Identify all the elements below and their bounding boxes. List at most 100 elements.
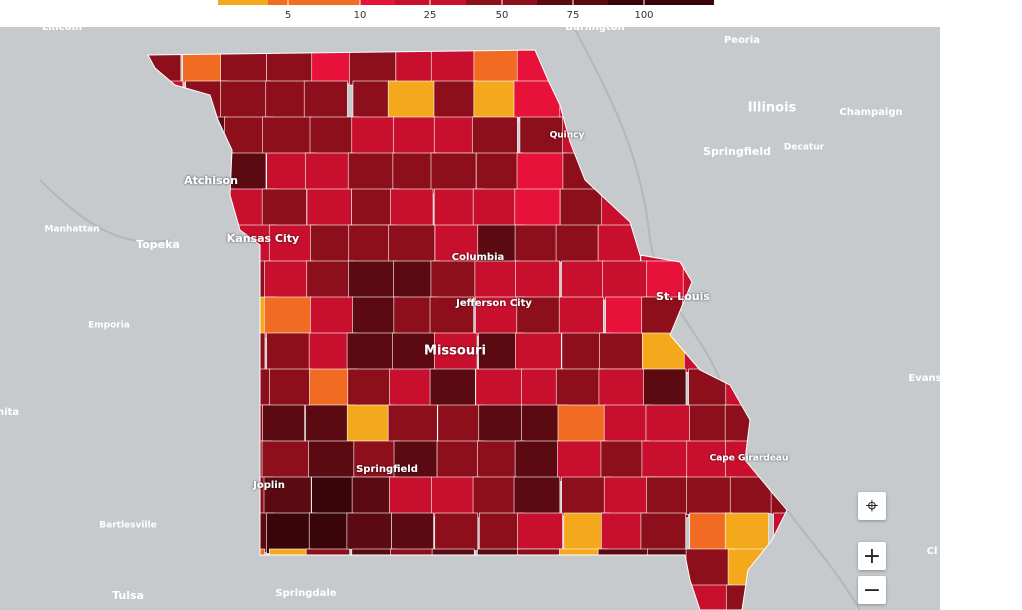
place-label: Missouri bbox=[424, 344, 486, 359]
county bbox=[390, 188, 434, 227]
legend-swatch bbox=[360, 0, 395, 5]
county bbox=[388, 224, 436, 263]
place-label: Cl bbox=[927, 546, 938, 557]
county bbox=[261, 440, 310, 479]
county bbox=[389, 368, 435, 409]
county bbox=[519, 116, 565, 159]
county bbox=[561, 260, 606, 298]
county bbox=[514, 188, 561, 228]
place-label: Tulsa bbox=[112, 589, 144, 602]
county bbox=[310, 296, 354, 335]
county bbox=[387, 404, 438, 442]
county bbox=[311, 50, 356, 84]
county bbox=[263, 296, 312, 339]
county bbox=[555, 368, 604, 407]
county bbox=[387, 80, 435, 123]
county bbox=[434, 512, 479, 551]
county bbox=[265, 80, 310, 123]
county bbox=[475, 152, 524, 192]
county bbox=[641, 440, 689, 478]
place-label: Emporia bbox=[88, 321, 130, 331]
county bbox=[602, 260, 648, 301]
county bbox=[473, 50, 524, 85]
county bbox=[557, 440, 608, 482]
county bbox=[599, 332, 643, 370]
county bbox=[351, 116, 395, 156]
county bbox=[436, 440, 486, 482]
county bbox=[220, 80, 271, 121]
legend-tick-label: 75 bbox=[567, 10, 580, 21]
county bbox=[268, 224, 318, 267]
legend-swatch bbox=[218, 0, 268, 5]
place-label: St. Louis bbox=[656, 290, 710, 303]
place-label: Bartlesville bbox=[99, 521, 156, 531]
county bbox=[264, 260, 314, 304]
county bbox=[352, 296, 399, 337]
county bbox=[517, 512, 563, 550]
legend-tick-label: 5 bbox=[285, 10, 291, 21]
county bbox=[392, 332, 437, 375]
legend: 5 10 25 50 75 100 bbox=[218, 0, 714, 21]
county bbox=[429, 368, 476, 409]
place-label: Springfield bbox=[356, 464, 418, 475]
county bbox=[349, 50, 397, 86]
legend-tick-label: 25 bbox=[424, 10, 437, 21]
county bbox=[516, 152, 567, 194]
zoom-out-button[interactable]: − bbox=[858, 576, 886, 604]
county bbox=[431, 476, 481, 518]
county bbox=[514, 224, 558, 266]
county bbox=[474, 260, 520, 299]
county bbox=[393, 440, 438, 479]
county bbox=[346, 332, 397, 373]
county bbox=[600, 440, 650, 481]
county bbox=[391, 512, 434, 555]
place-label: Springfield bbox=[703, 145, 771, 158]
county bbox=[513, 476, 561, 516]
county bbox=[262, 404, 305, 445]
county bbox=[603, 476, 655, 518]
county bbox=[558, 296, 604, 337]
county bbox=[645, 404, 691, 447]
county bbox=[475, 368, 524, 409]
locate-button[interactable]: ⌖ bbox=[858, 492, 886, 520]
place-label: Lincoln bbox=[42, 22, 82, 33]
county bbox=[347, 152, 396, 191]
zoom-in-button[interactable]: + bbox=[858, 542, 886, 570]
county bbox=[348, 260, 398, 302]
county bbox=[303, 80, 348, 122]
place-label: Kansas City bbox=[227, 232, 299, 245]
county bbox=[471, 116, 518, 155]
place-label: Jefferson City bbox=[455, 298, 532, 309]
county bbox=[478, 404, 524, 445]
county bbox=[309, 116, 359, 157]
county bbox=[430, 152, 477, 195]
county bbox=[310, 224, 354, 267]
county bbox=[433, 80, 477, 119]
place-label: Illinois bbox=[748, 101, 797, 116]
county bbox=[516, 296, 562, 335]
county bbox=[430, 260, 477, 300]
county bbox=[308, 440, 359, 478]
county bbox=[561, 476, 612, 517]
right-margin bbox=[940, 27, 1022, 610]
legend-swatch bbox=[679, 0, 714, 5]
county bbox=[434, 224, 480, 263]
county bbox=[472, 476, 517, 519]
place-label: Springdale bbox=[275, 588, 336, 599]
place-label: Cape Girardeau bbox=[710, 454, 789, 464]
county bbox=[392, 152, 438, 192]
county bbox=[433, 332, 478, 374]
county bbox=[646, 476, 689, 518]
county bbox=[437, 404, 484, 446]
county bbox=[603, 404, 653, 446]
county bbox=[269, 368, 313, 410]
county bbox=[555, 224, 599, 263]
county bbox=[347, 368, 391, 411]
place-labels: Lincoln Burlington Peoria Illinois Champaign… bbox=[0, 22, 942, 602]
county bbox=[346, 404, 394, 442]
county bbox=[598, 368, 648, 409]
legend-tick-label: 50 bbox=[496, 10, 509, 21]
legend-tick-label: 100 bbox=[634, 10, 653, 21]
